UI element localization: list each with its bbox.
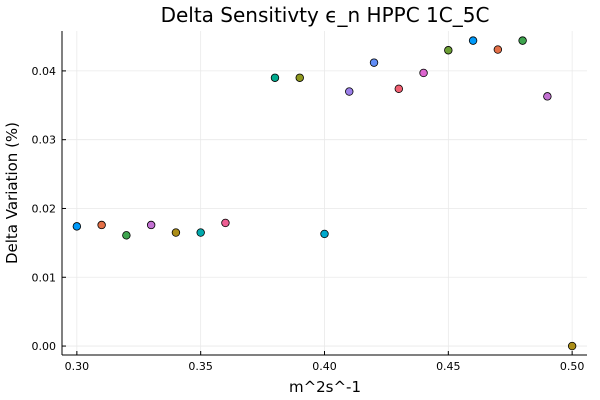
data-point [493,45,503,54]
x-tick-label: 0.35 [188,360,213,373]
y-tick-label: 0.03 [32,134,57,147]
axis-layer [61,31,587,356]
data-point [72,222,82,231]
y-axis-label: Delta Variation (%) [3,122,21,264]
data-point [320,229,329,239]
data-point [146,220,156,230]
data-point [444,46,453,55]
x-tick-label: 0.50 [560,360,585,373]
y-tick-label: 0.02 [32,202,57,215]
x-tick-label: 0.30 [65,360,90,373]
data-point [270,73,280,82]
points-layer [72,36,577,351]
x-tick-label: 0.45 [436,360,461,373]
data-point [221,218,230,228]
data-point [97,220,106,230]
data-point [345,87,354,96]
data-point [171,228,181,237]
data-point [394,84,403,93]
grid-layer [62,31,587,355]
y-tick-label: 0.04 [32,65,57,78]
data-point [295,73,304,82]
chart-title: Delta Sensitivty ϵ_n HPPC 1C_5C [161,3,490,27]
data-point [543,92,552,101]
data-point [122,231,131,240]
data-point [196,228,205,237]
data-point [369,58,379,67]
y-tick-label: 0.00 [32,340,57,353]
y-tick-label: 0.01 [32,271,57,284]
data-point [419,68,428,78]
x-tick-label: 0.40 [312,360,337,373]
data-point [468,36,478,45]
data-point [518,36,527,45]
x-axis-label: m^2s^-1 [289,378,361,396]
tick-label-layer: 0.30 0.35 0.40 0.45 0.50 0.00 0.01 0.02 0.03 0.04 [32,65,585,373]
data-point [567,341,577,351]
